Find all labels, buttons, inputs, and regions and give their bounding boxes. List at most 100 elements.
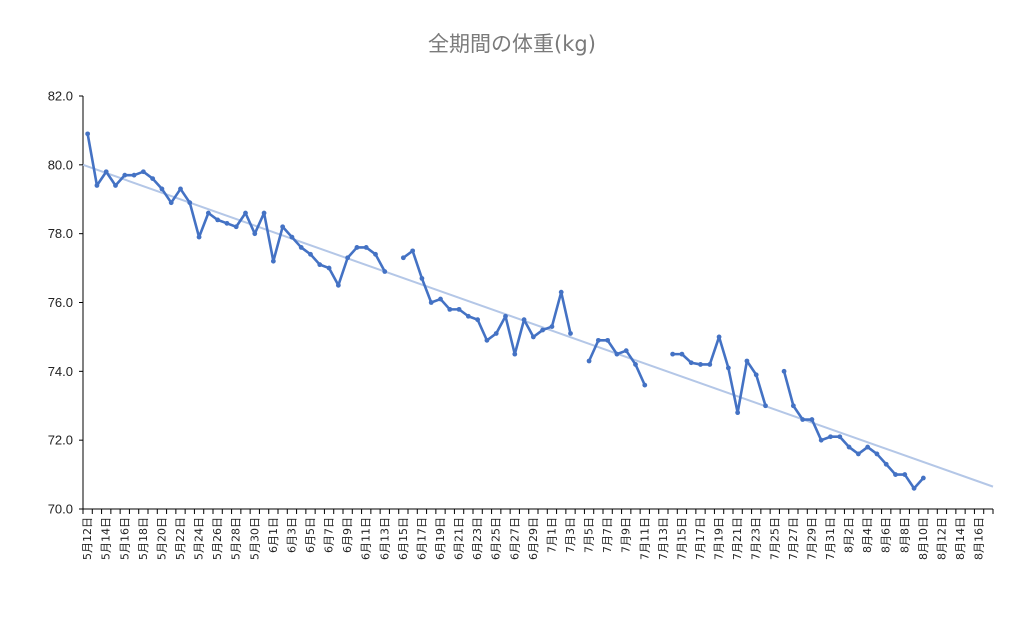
- data-point: [763, 403, 768, 409]
- data-point: [205, 210, 211, 216]
- data-point: [846, 444, 852, 450]
- x-tick-label: 7月29日: [805, 517, 818, 560]
- x-tick-label: 8月6日: [880, 517, 893, 553]
- data-point: [335, 282, 341, 288]
- data-point: [521, 317, 527, 323]
- trendline: [82, 163, 994, 488]
- x-tick-label: 6月25日: [490, 517, 503, 560]
- x-tick-label: 5月26日: [211, 517, 224, 560]
- y-axis: 70.0 72.0 74.0 76.0 78.0 80.0 82.0: [48, 89, 84, 517]
- data-point: [503, 313, 508, 319]
- x-tick-label: 5月14日: [100, 517, 113, 560]
- x-tick-label: 7月23日: [750, 517, 763, 560]
- x-tick-label: 6月11日: [360, 517, 373, 560]
- x-tick-label: 7月31日: [824, 517, 837, 560]
- x-tick-label: 6月13日: [378, 517, 391, 560]
- data-point: [790, 403, 796, 409]
- x-tick-label: 6月5日: [304, 517, 317, 553]
- data-point: [725, 365, 731, 371]
- data-point: [920, 475, 926, 481]
- data-point: [252, 231, 258, 237]
- data-point: [373, 251, 378, 257]
- x-tick-label: 7月7日: [601, 517, 614, 553]
- x-tick-label: 5月20日: [155, 517, 168, 560]
- data-point: [410, 248, 416, 254]
- data-point: [465, 313, 471, 319]
- x-tick-label: 5月22日: [174, 517, 187, 560]
- x-tick-label: 6月27日: [508, 517, 521, 560]
- data-point: [707, 362, 713, 367]
- x-tick-label: 6月21日: [453, 517, 466, 560]
- data-point: [828, 434, 833, 440]
- x-tick-label: 6月15日: [397, 517, 410, 560]
- y-tick-label: 78.0: [48, 226, 73, 241]
- series-line: [86, 133, 386, 287]
- data-point: [447, 306, 453, 312]
- data-point: [865, 444, 871, 450]
- x-tick-label: 7月5日: [583, 517, 596, 553]
- data-point: [317, 262, 323, 268]
- data-point: [902, 472, 908, 477]
- x-tick-label: 6月17日: [415, 517, 428, 560]
- x-tick-label: 7月1日: [545, 517, 558, 553]
- series-line: [782, 370, 925, 490]
- data-point: [911, 485, 917, 491]
- data-point: [270, 258, 276, 264]
- data-point: [345, 255, 351, 261]
- x-tick-label: 6月19日: [434, 517, 447, 560]
- data-point: [298, 245, 304, 250]
- data-point: [428, 300, 434, 305]
- x-tick-label: 7月21日: [731, 517, 744, 560]
- data-point: [874, 451, 880, 457]
- x-tick-label: 6月23日: [471, 517, 484, 560]
- data-point: [837, 434, 843, 440]
- data-point: [261, 210, 267, 216]
- x-tick-label: 5月28日: [230, 517, 243, 560]
- data-point: [605, 337, 611, 343]
- data-point: [224, 220, 230, 226]
- x-tick-label: 7月3日: [564, 517, 577, 553]
- data-point: [818, 437, 824, 443]
- data-point: [85, 131, 91, 137]
- data-point: [484, 337, 490, 343]
- data-point: [122, 172, 128, 178]
- data-point: [363, 245, 369, 250]
- data-point: [633, 362, 638, 367]
- data-point: [781, 368, 787, 374]
- x-tick-label: 6月3日: [285, 517, 298, 553]
- chart-title: 全期間の体重(kg): [428, 32, 596, 56]
- data-point: [308, 251, 313, 257]
- x-tick-label: 7月9日: [620, 517, 633, 553]
- data-point: [131, 172, 137, 178]
- data-point: [595, 337, 601, 343]
- y-tick-label: 74.0: [48, 364, 73, 379]
- x-tick-label: 8月4日: [861, 517, 874, 553]
- data-point: [753, 372, 759, 378]
- data-point: [113, 183, 118, 188]
- x-tick-label: 8月10日: [917, 517, 930, 560]
- x-tick-label: 8月12日: [935, 517, 948, 560]
- data-point: [326, 265, 332, 271]
- data-point: [243, 210, 248, 216]
- x-tick-label: 7月19日: [713, 517, 726, 560]
- data-point: [586, 358, 592, 364]
- data-point: [94, 183, 100, 188]
- trendline-group: [82, 163, 994, 488]
- data-point: [187, 200, 193, 206]
- x-tick-label: 8月2日: [843, 517, 856, 553]
- data-point: [530, 334, 536, 340]
- y-tick-label: 72.0: [48, 433, 73, 448]
- x-tick-label: 5月24日: [193, 517, 206, 560]
- data-point: [400, 255, 406, 261]
- data-point: [614, 351, 620, 357]
- data-point: [456, 306, 462, 312]
- x-tick-label: 6月1日: [267, 517, 280, 553]
- data-point: [855, 451, 861, 457]
- x-axis: 5月12日 5月14日 5月16日 5月18日 5月20日 5月22日 5月24日 5月26日…: [81, 508, 994, 560]
- data-point: [419, 276, 425, 281]
- x-tick-label: 5月30日: [248, 517, 261, 560]
- data-point: [354, 245, 360, 250]
- data-point: [512, 351, 518, 357]
- data-point: [623, 348, 629, 354]
